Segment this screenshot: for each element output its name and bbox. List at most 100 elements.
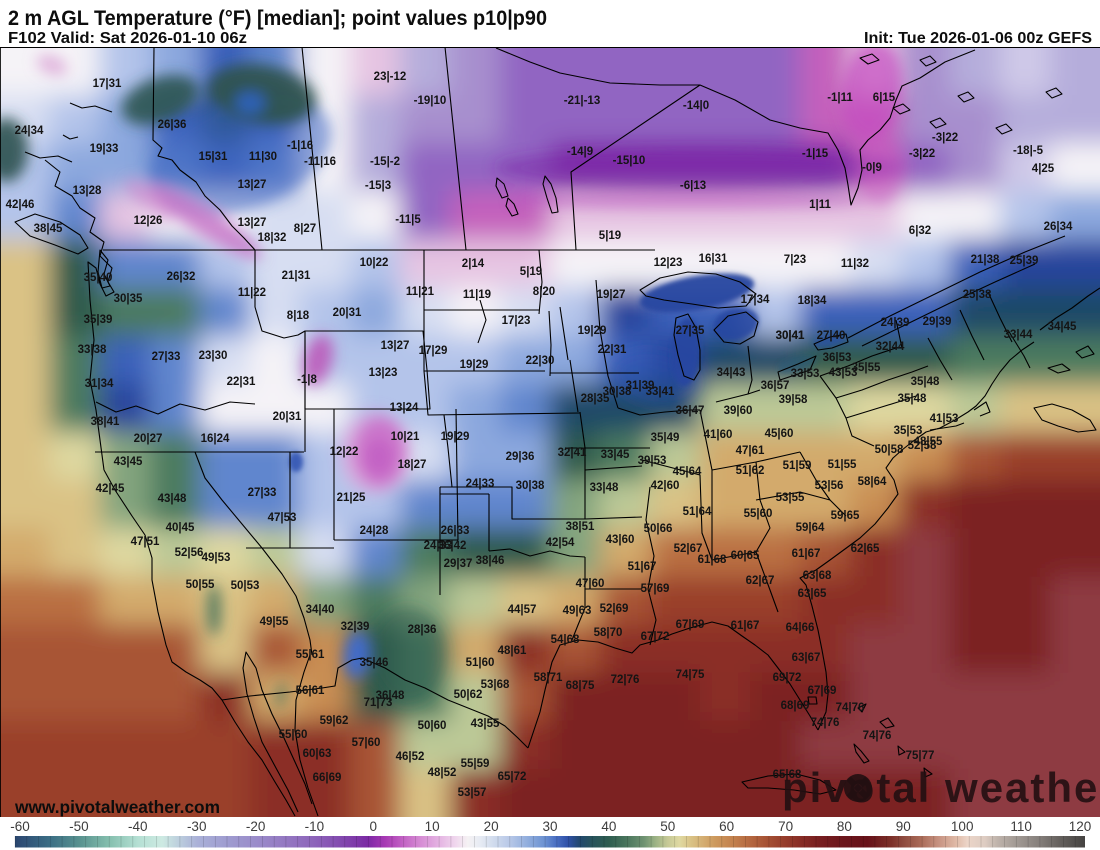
svg-text:43|45: 43|45: [114, 456, 143, 468]
svg-text:68|69: 68|69: [781, 700, 810, 712]
svg-text:33|45: 33|45: [601, 449, 630, 461]
svg-text:48|55: 48|55: [914, 436, 943, 448]
svg-text:61|67: 61|67: [792, 548, 821, 560]
svg-text:48|52: 48|52: [428, 767, 457, 779]
svg-text:-14|9: -14|9: [567, 146, 593, 158]
svg-text:13|27: 13|27: [238, 179, 267, 191]
svg-text:20|31: 20|31: [273, 411, 302, 423]
svg-text:19|29: 19|29: [578, 325, 607, 337]
svg-text:www.pivotalweather.com: www.pivotalweather.com: [14, 797, 220, 817]
svg-text:67|72: 67|72: [641, 631, 670, 643]
svg-text:43|53: 43|53: [829, 367, 858, 379]
svg-text:-21|-13: -21|-13: [564, 95, 600, 107]
svg-text:12|26: 12|26: [134, 215, 163, 227]
svg-text:70: 70: [778, 819, 793, 834]
svg-text:63|68: 63|68: [803, 570, 832, 582]
svg-text:11|30: 11|30: [249, 151, 277, 163]
svg-text:53|57: 53|57: [458, 787, 487, 799]
svg-text:35|46: 35|46: [360, 657, 389, 669]
svg-text:67|69: 67|69: [808, 685, 837, 697]
svg-text:50|53: 50|53: [231, 580, 260, 592]
svg-text:58|64: 58|64: [858, 476, 887, 488]
svg-text:-60: -60: [10, 819, 30, 834]
svg-text:74|75: 74|75: [676, 669, 705, 681]
svg-text:36|47: 36|47: [676, 405, 705, 417]
svg-text:15|31: 15|31: [199, 151, 228, 163]
svg-text:-1|11: -1|11: [827, 92, 853, 104]
svg-text:50: 50: [660, 819, 675, 834]
svg-text:18|27: 18|27: [398, 459, 427, 471]
svg-text:35|48: 35|48: [898, 393, 927, 405]
svg-text:16|24: 16|24: [201, 433, 230, 445]
svg-text:45|64: 45|64: [673, 466, 702, 478]
svg-text:64|66: 64|66: [786, 622, 815, 634]
svg-text:50|62: 50|62: [454, 689, 483, 701]
svg-text:38|51: 38|51: [566, 521, 595, 533]
svg-text:11|19: 11|19: [463, 289, 491, 301]
svg-text:0: 0: [370, 819, 378, 834]
svg-text:34|45: 34|45: [1048, 321, 1077, 333]
svg-text:29|37: 29|37: [444, 558, 473, 570]
svg-text:24|39: 24|39: [881, 317, 910, 329]
svg-text:19|29: 19|29: [460, 359, 489, 371]
svg-text:17|31: 17|31: [93, 78, 122, 90]
svg-text:43|60: 43|60: [606, 534, 635, 546]
svg-text:51|59: 51|59: [783, 460, 812, 472]
svg-text:24|33: 24|33: [466, 478, 495, 490]
svg-text:27|33: 27|33: [152, 351, 181, 363]
svg-text:21|31: 21|31: [282, 270, 311, 282]
svg-text:17|29: 17|29: [419, 345, 448, 357]
svg-text:11|21: 11|21: [406, 286, 435, 298]
svg-text:47|53: 47|53: [268, 512, 297, 524]
svg-text:69|72: 69|72: [773, 672, 802, 684]
svg-text:54|68: 54|68: [551, 634, 580, 646]
svg-text:21|25: 21|25: [337, 492, 366, 504]
svg-text:22|30: 22|30: [526, 355, 555, 367]
svg-text:42|46: 42|46: [6, 199, 35, 211]
svg-text:61|68: 61|68: [698, 554, 727, 566]
svg-text:-15|10: -15|10: [613, 155, 646, 167]
svg-text:11|32: 11|32: [841, 258, 869, 270]
svg-text:13|27: 13|27: [381, 340, 410, 352]
svg-text:51|67: 51|67: [628, 561, 657, 573]
svg-text:30|41: 30|41: [776, 330, 805, 342]
svg-text:80: 80: [837, 819, 852, 834]
svg-text:38|41: 38|41: [91, 416, 120, 428]
svg-text:35|49: 35|49: [651, 432, 680, 444]
svg-text:55|60: 55|60: [279, 729, 308, 741]
svg-text:66|69: 66|69: [313, 772, 342, 784]
svg-text:32|39: 32|39: [341, 621, 370, 633]
svg-text:-30: -30: [187, 819, 207, 834]
svg-text:-1|16: -1|16: [287, 140, 313, 152]
svg-text:39|58: 39|58: [779, 394, 808, 406]
svg-text:28|35: 28|35: [581, 393, 610, 405]
svg-text:5|19: 5|19: [599, 230, 621, 242]
svg-text:45|60: 45|60: [765, 428, 794, 440]
svg-text:30|38: 30|38: [603, 386, 632, 398]
svg-text:20|31: 20|31: [333, 307, 362, 319]
svg-text:42|60: 42|60: [651, 480, 680, 492]
svg-text:17|34: 17|34: [741, 294, 770, 306]
svg-text:12|23: 12|23: [654, 257, 683, 269]
svg-text:26|34: 26|34: [1044, 221, 1073, 233]
svg-text:32|44: 32|44: [876, 341, 905, 353]
svg-text:8|20: 8|20: [533, 286, 555, 298]
svg-text:41|53: 41|53: [930, 413, 959, 425]
svg-text:26|33: 26|33: [441, 525, 470, 537]
svg-text:19|29: 19|29: [441, 431, 470, 443]
svg-text:11|22: 11|22: [238, 287, 266, 299]
svg-text:18|34: 18|34: [798, 295, 827, 307]
svg-text:52|56: 52|56: [175, 547, 204, 559]
svg-text:-19|10: -19|10: [414, 95, 447, 107]
svg-text:-3|22: -3|22: [909, 148, 935, 160]
svg-text:25|38: 25|38: [963, 289, 992, 301]
svg-text:48|61: 48|61: [498, 645, 527, 657]
svg-text:67|69: 67|69: [676, 619, 705, 631]
svg-text:60: 60: [719, 819, 734, 834]
svg-text:27|33: 27|33: [248, 487, 277, 499]
svg-text:20: 20: [484, 819, 499, 834]
svg-text:74|76: 74|76: [836, 702, 865, 714]
svg-text:6|15: 6|15: [873, 92, 896, 104]
svg-text:2 m AGL Temperature (°F) [medi: 2 m AGL Temperature (°F) [median]; point…: [8, 6, 547, 30]
svg-text:36|57: 36|57: [761, 380, 790, 392]
